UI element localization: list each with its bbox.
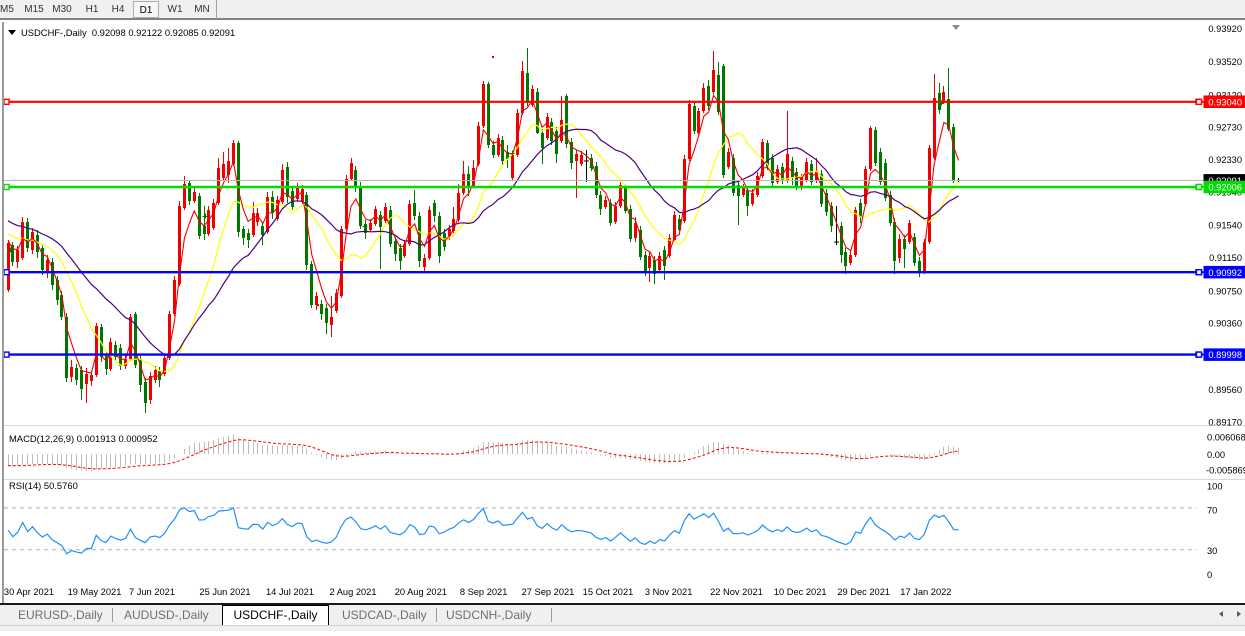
svg-text:0.92730: 0.92730 xyxy=(1208,123,1242,133)
svg-text:22 Nov 2021: 22 Nov 2021 xyxy=(710,587,763,597)
svg-text:0.92006: 0.92006 xyxy=(1208,183,1242,193)
svg-text:14 Jul 2021: 14 Jul 2021 xyxy=(266,587,314,597)
svg-text:0.89170: 0.89170 xyxy=(1208,418,1242,428)
svg-text:0.90992: 0.90992 xyxy=(1208,268,1242,278)
svg-text:70: 70 xyxy=(1207,505,1217,515)
svg-text:0.91150: 0.91150 xyxy=(1209,253,1242,263)
svg-text:2 Aug 2021: 2 Aug 2021 xyxy=(329,587,376,597)
svg-text:25 Jun 2021: 25 Jun 2021 xyxy=(199,587,250,597)
svg-text:0: 0 xyxy=(1207,570,1212,580)
svg-text:7 Jun 2021: 7 Jun 2021 xyxy=(129,587,175,597)
svg-text:15 Oct 2021: 15 Oct 2021 xyxy=(583,587,634,597)
svg-text:0.89560: 0.89560 xyxy=(1208,385,1242,395)
svg-text:0.93040: 0.93040 xyxy=(1208,97,1242,107)
svg-text:29 Dec 2021: 29 Dec 2021 xyxy=(837,587,890,597)
svg-text:0.92330: 0.92330 xyxy=(1208,155,1242,165)
svg-text:30: 30 xyxy=(1207,546,1217,556)
svg-text:MACD(12,26,9) 0.001913 0.00095: MACD(12,26,9) 0.001913 0.000952 xyxy=(9,433,158,444)
svg-text:27 Sep 2021: 27 Sep 2021 xyxy=(522,587,575,597)
svg-text:0.93520: 0.93520 xyxy=(1208,57,1242,67)
svg-text:0.006068: 0.006068 xyxy=(1207,433,1245,443)
svg-text:USDCHF-,Daily 0.92098 0.92122: USDCHF-,Daily 0.92098 0.92122 0.92085 0.… xyxy=(21,27,235,38)
svg-text:-0.005869: -0.005869 xyxy=(1206,465,1245,475)
svg-text:20 Aug 2021: 20 Aug 2021 xyxy=(395,587,447,597)
svg-text:10 Dec 2021: 10 Dec 2021 xyxy=(774,587,827,597)
svg-text:0.93920: 0.93920 xyxy=(1208,24,1242,34)
svg-text:30 Apr 2021: 30 Apr 2021 xyxy=(4,587,54,597)
svg-text:19 May 2021: 19 May 2021 xyxy=(68,587,122,597)
svg-text:RSI(14) 50.5760: RSI(14) 50.5760 xyxy=(9,480,78,491)
svg-text:3 Nov 2021: 3 Nov 2021 xyxy=(645,587,693,597)
svg-text:0.89998: 0.89998 xyxy=(1208,350,1242,360)
svg-text:17 Jan 2022: 17 Jan 2022 xyxy=(900,587,951,597)
svg-text:100: 100 xyxy=(1207,481,1223,491)
svg-text:8 Sep 2021: 8 Sep 2021 xyxy=(460,587,508,597)
svg-text:0.00: 0.00 xyxy=(1207,450,1225,460)
svg-text:0.90750: 0.90750 xyxy=(1208,286,1242,296)
svg-text:0.91540: 0.91540 xyxy=(1208,221,1242,231)
svg-text:0.90360: 0.90360 xyxy=(1208,319,1242,329)
